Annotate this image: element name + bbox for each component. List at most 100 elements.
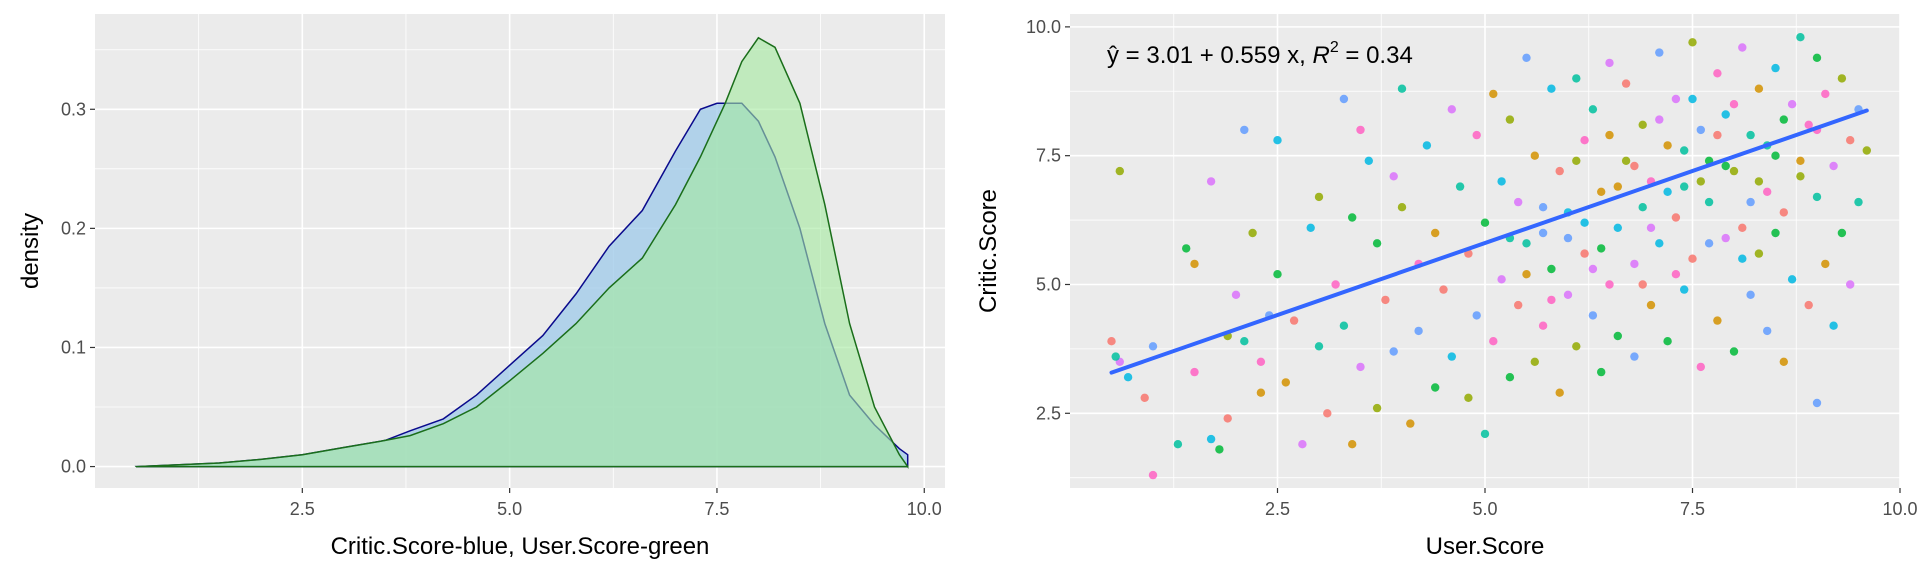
- density-x-tick-label: 10.0: [907, 499, 942, 519]
- scatter-point: [1588, 105, 1598, 114]
- scatter-point: [1655, 48, 1664, 57]
- scatter-point: [1563, 233, 1573, 243]
- regression-equation-annotation: ŷ = 3.01 + 0.559 x, R2 = 0.34: [1107, 39, 1413, 69]
- scatter-point: [1439, 285, 1448, 294]
- scatter-point: [1646, 300, 1656, 310]
- scatter-point: [1372, 239, 1382, 248]
- scatter-point: [1339, 321, 1349, 330]
- scatter-point: [1796, 156, 1805, 165]
- scatter-point: [1555, 166, 1564, 176]
- scatter-y-tick-label: 10.0: [1026, 17, 1061, 37]
- scatter-point: [1572, 74, 1581, 83]
- scatter-point: [1580, 218, 1589, 227]
- scatter-point: [1547, 295, 1556, 305]
- scatter-point: [1281, 378, 1291, 387]
- scatter-point: [1480, 429, 1490, 439]
- scatter-point: [1148, 342, 1158, 351]
- scatter-point: [1721, 161, 1730, 171]
- scatter-point: [1754, 249, 1764, 258]
- scatter-point: [1397, 84, 1407, 93]
- scatter-point: [1389, 172, 1398, 181]
- scatter-point: [1182, 244, 1191, 253]
- density-y-ticks: 0.0 0.1 0.2 0.3: [61, 99, 95, 477]
- scatter-point: [1613, 223, 1623, 232]
- scatter-point: [1505, 373, 1515, 382]
- scatter-point: [1688, 94, 1697, 104]
- scatter-point: [1514, 197, 1523, 207]
- scatter-point: [1655, 115, 1664, 124]
- scatter-point: [1348, 213, 1357, 222]
- scatter-point: [1605, 58, 1614, 68]
- scatter-point: [1630, 352, 1639, 361]
- scatter-point: [1223, 414, 1232, 423]
- scatter-point: [1771, 228, 1780, 238]
- scatter-point: [1231, 290, 1241, 299]
- scatter-point: [1746, 290, 1755, 299]
- scatter-point: [1372, 403, 1382, 413]
- scatter-point: [1846, 136, 1855, 145]
- scatter-point: [1464, 393, 1473, 402]
- scatter-point: [1414, 326, 1423, 336]
- scatter-point: [1729, 166, 1739, 176]
- scatter-point: [1190, 367, 1199, 377]
- scatter-point: [1115, 166, 1125, 176]
- scatter-point: [1190, 259, 1199, 269]
- scatter-x-tick-label: 10.0: [1882, 499, 1917, 519]
- scatter-x-ticks: 2.5 5.0 7.5 10.0: [1265, 488, 1918, 519]
- scatter-point: [1306, 223, 1315, 232]
- density-y-tick-label: 0.3: [61, 99, 86, 119]
- scatter-point: [1829, 321, 1838, 330]
- scatter-point: [1779, 357, 1789, 366]
- r-squared-value: = 0.34: [1339, 42, 1413, 69]
- scatter-point: [1663, 141, 1672, 150]
- scatter-point: [1663, 187, 1672, 196]
- scatter-point: [1746, 130, 1755, 140]
- scatter-point: [1572, 156, 1581, 165]
- scatter-point: [1738, 254, 1747, 263]
- scatter-point: [1746, 197, 1755, 207]
- scatter-point: [1688, 38, 1697, 47]
- scatter-point: [1547, 264, 1556, 274]
- scatter-point: [1173, 440, 1183, 449]
- scatter-point: [1530, 357, 1540, 366]
- scatter-point: [1206, 434, 1216, 444]
- density-panel: 2.5 5.0 7.5 10.0 0.0 0.1 0.2 0.3 Critic.Score-…: [17, 14, 945, 560]
- scatter-point: [1356, 125, 1365, 135]
- scatter-point: [1771, 151, 1780, 160]
- scatter-point: [1273, 270, 1282, 279]
- scatter-point: [1713, 69, 1722, 78]
- scatter-point: [1638, 203, 1647, 212]
- scatter-point: [1812, 192, 1822, 202]
- scatter-point: [1273, 136, 1282, 145]
- scatter-point: [1397, 203, 1407, 212]
- scatter-point: [1680, 146, 1689, 155]
- scatter-point: [1621, 79, 1631, 88]
- scatter-x-axis-title: User.Score: [1426, 533, 1545, 560]
- scatter-point: [1538, 203, 1548, 212]
- scatter-point: [1140, 393, 1149, 402]
- scatter-point: [1547, 84, 1556, 93]
- scatter-point: [1348, 440, 1357, 449]
- density-x-tick-label: 2.5: [290, 499, 315, 519]
- scatter-point: [1688, 254, 1697, 263]
- scatter-point: [1729, 100, 1739, 109]
- scatter-point: [1704, 239, 1714, 248]
- scatter-point: [1497, 275, 1506, 284]
- scatter-panel: 2.5 5.0 7.5 10.0 2.5 5.0 7.5 10.0 ŷ = 3.01 + 0…: [975, 14, 1918, 560]
- scatter-point: [1489, 337, 1498, 346]
- scatter-point: [1804, 120, 1813, 129]
- scatter-point: [1123, 373, 1133, 382]
- scatter-point: [1588, 264, 1598, 274]
- scatter-point: [1431, 228, 1440, 238]
- scatter-point: [1738, 43, 1747, 52]
- scatter-point: [1563, 290, 1573, 299]
- scatter-point: [1696, 125, 1706, 135]
- scatter-major-gridlines: [1070, 14, 1901, 488]
- regression-line-group: [1109, 108, 1869, 375]
- scatter-point: [1381, 295, 1390, 305]
- scatter-point: [1522, 239, 1531, 248]
- scatter-point: [1240, 337, 1249, 346]
- scatter-point: [1447, 105, 1457, 114]
- scatter-point: [1630, 161, 1639, 171]
- scatter-point: [1538, 321, 1548, 330]
